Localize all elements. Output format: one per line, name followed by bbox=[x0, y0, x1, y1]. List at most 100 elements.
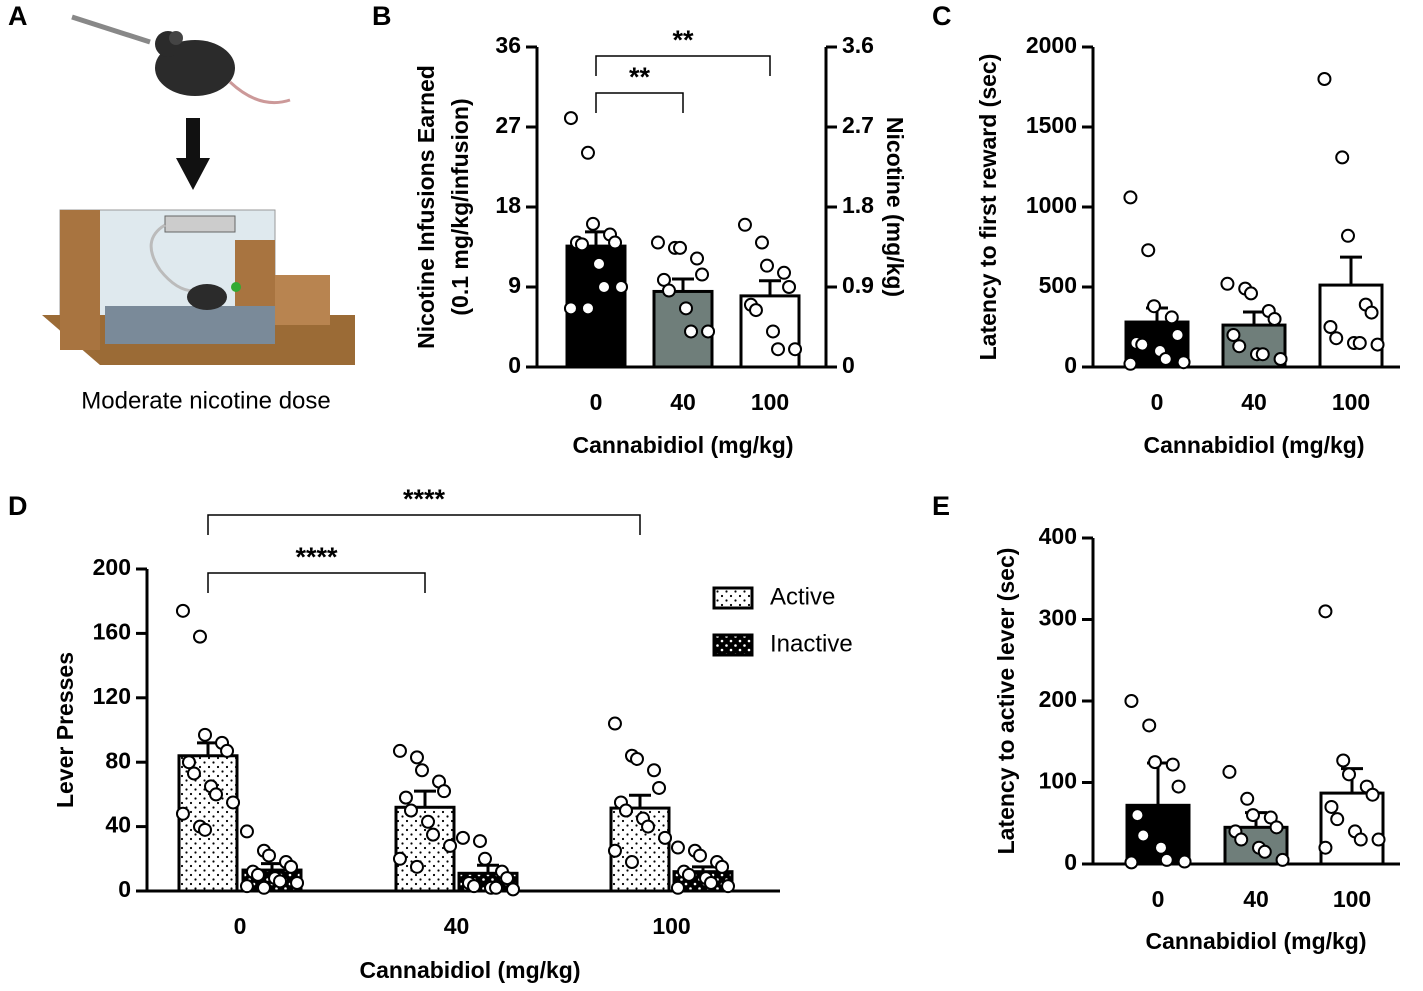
data-point bbox=[695, 267, 710, 282]
y2-tick-label: 3.6 bbox=[842, 32, 874, 58]
data-point bbox=[220, 743, 235, 758]
data-point bbox=[1364, 305, 1379, 320]
illustration-caption: Moderate nicotine dose bbox=[81, 387, 331, 414]
x-tick-label: 100 bbox=[652, 913, 690, 939]
data-point bbox=[472, 834, 487, 849]
y-tick-label: 0 bbox=[1064, 352, 1077, 378]
data-point bbox=[1136, 828, 1151, 843]
data-point bbox=[652, 780, 667, 795]
data-point bbox=[563, 301, 578, 316]
y-tick-label: 1000 bbox=[1026, 192, 1077, 218]
data-point bbox=[1329, 331, 1344, 346]
data-point bbox=[239, 824, 254, 839]
significance-bracket bbox=[207, 572, 426, 593]
data-point bbox=[262, 848, 276, 863]
data-point bbox=[760, 258, 774, 273]
data-point bbox=[478, 851, 492, 866]
x-tick-label: 0 bbox=[1152, 886, 1165, 912]
y-axis-label: Lever Presses bbox=[52, 652, 78, 808]
data-point bbox=[788, 342, 803, 357]
data-point bbox=[715, 859, 730, 874]
legend-swatch bbox=[712, 633, 754, 657]
data-point bbox=[250, 867, 265, 882]
data-point bbox=[1170, 328, 1185, 342]
y-tick-label: 18 bbox=[495, 192, 521, 218]
data-point bbox=[175, 806, 190, 821]
data-point bbox=[426, 827, 441, 842]
data-point bbox=[392, 851, 407, 866]
y-tick-label: 400 bbox=[1039, 523, 1077, 549]
data-point bbox=[684, 324, 699, 339]
data-point bbox=[175, 603, 190, 618]
x-axis-label: Cannabidiol (mg/kg) bbox=[572, 432, 793, 458]
data-point bbox=[192, 629, 207, 644]
data-point bbox=[198, 822, 212, 837]
data-point bbox=[580, 145, 595, 160]
y-tick-label: 0 bbox=[118, 876, 131, 902]
data-point bbox=[198, 727, 212, 742]
data-point bbox=[721, 879, 736, 894]
data-point bbox=[273, 874, 288, 889]
data-point bbox=[1352, 336, 1367, 350]
data-point bbox=[415, 763, 429, 778]
data-point bbox=[1244, 286, 1258, 301]
data-point bbox=[701, 324, 716, 339]
data-point bbox=[1164, 310, 1179, 325]
data-point bbox=[618, 803, 633, 818]
data-point bbox=[1232, 339, 1247, 354]
illustration bbox=[42, 14, 355, 365]
data-point bbox=[290, 875, 305, 890]
x-tick-label: 0 bbox=[234, 913, 247, 939]
data-point bbox=[1336, 753, 1351, 768]
legend-label: Active bbox=[770, 583, 835, 610]
data-point bbox=[574, 237, 589, 252]
x-tick-label: 100 bbox=[1332, 389, 1370, 415]
data-point bbox=[661, 283, 676, 298]
significance-label: **** bbox=[295, 542, 338, 572]
data-point bbox=[1370, 337, 1385, 352]
panel-label: C bbox=[932, 1, 952, 31]
y-axis-label: Nicotine Infusions Earned bbox=[413, 65, 439, 349]
y-tick-label: 2000 bbox=[1026, 32, 1077, 58]
x-tick-label: 0 bbox=[590, 389, 603, 415]
data-point bbox=[607, 843, 622, 858]
data-point bbox=[1148, 755, 1162, 770]
significance-label: ** bbox=[672, 25, 694, 55]
y2-tick-label: 0.9 bbox=[842, 272, 874, 298]
data-point bbox=[1365, 787, 1380, 802]
data-point bbox=[489, 880, 504, 895]
panel-label: E bbox=[932, 491, 950, 521]
data-point bbox=[1123, 190, 1138, 205]
data-point bbox=[670, 840, 685, 855]
y2-tick-label: 0 bbox=[842, 352, 855, 378]
data-point bbox=[1275, 852, 1290, 867]
data-point bbox=[597, 280, 612, 294]
data-point bbox=[630, 751, 644, 766]
data-point bbox=[737, 217, 752, 232]
data-point bbox=[1147, 299, 1161, 314]
x-tick-label: 40 bbox=[670, 389, 696, 415]
data-point bbox=[409, 859, 424, 874]
y-tick-label: 0 bbox=[508, 352, 521, 378]
significance-label: **** bbox=[403, 484, 446, 514]
data-point bbox=[226, 795, 241, 810]
x-tick-label: 100 bbox=[751, 389, 789, 415]
x-axis-label: Cannabidiol (mg/kg) bbox=[1143, 432, 1364, 458]
data-point bbox=[748, 303, 763, 318]
panel-label: B bbox=[372, 1, 392, 31]
data-point bbox=[1269, 820, 1284, 835]
data-point bbox=[586, 216, 600, 231]
data-point bbox=[614, 280, 629, 294]
data-point bbox=[1124, 855, 1139, 870]
data-point bbox=[1318, 604, 1333, 619]
data-point bbox=[1255, 347, 1270, 362]
data-point bbox=[1220, 276, 1235, 291]
bar bbox=[177, 754, 239, 893]
significance-label: ** bbox=[629, 62, 651, 92]
data-point bbox=[1371, 832, 1386, 847]
legend-swatch bbox=[712, 586, 754, 610]
significance-bracket bbox=[595, 55, 771, 76]
x-tick-label: 40 bbox=[444, 913, 470, 939]
data-point bbox=[650, 235, 665, 250]
